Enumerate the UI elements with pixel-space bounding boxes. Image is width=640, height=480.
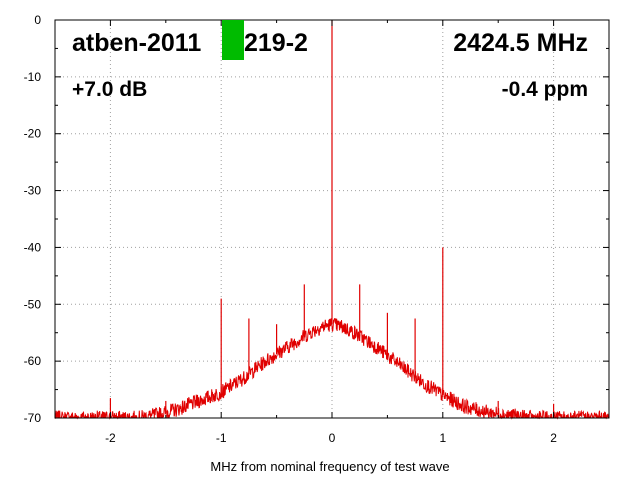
x-tick-labels: -2 -1 0 1 2 bbox=[105, 431, 557, 445]
ppm-label: -0.4 ppm bbox=[502, 78, 588, 101]
y-tick-label: -10 bbox=[24, 70, 42, 84]
gain-label: +7.0 dB bbox=[72, 78, 147, 101]
y-tick-label: -40 bbox=[24, 240, 42, 254]
y-tick-label: 0 bbox=[34, 13, 41, 27]
y-tick-label: -20 bbox=[24, 127, 42, 141]
spurs bbox=[109, 20, 555, 418]
y-tick-label: -60 bbox=[24, 354, 42, 368]
x-tick-label: 1 bbox=[439, 431, 446, 445]
x-axis-label: MHz from nominal frequency of test wave bbox=[210, 459, 449, 474]
frequency-label: 2424.5 MHz bbox=[453, 29, 588, 57]
y-tick-labels: 0 -10 -20 -30 -40 -50 -60 -70 bbox=[24, 13, 42, 425]
y-tick-label: -30 bbox=[24, 184, 42, 198]
y-tick-label: -70 bbox=[24, 411, 42, 425]
green-marker bbox=[222, 20, 244, 60]
axis-ticks bbox=[54, 19, 610, 419]
device-name-suffix: 219-2 bbox=[244, 29, 308, 57]
x-tick-label: -2 bbox=[105, 431, 116, 445]
device-name: atben-2011 bbox=[72, 29, 201, 57]
x-tick-label: 2 bbox=[550, 431, 557, 445]
x-tick-label: 0 bbox=[329, 431, 336, 445]
x-tick-label: -1 bbox=[216, 431, 227, 445]
y-tick-label: -50 bbox=[24, 297, 42, 311]
